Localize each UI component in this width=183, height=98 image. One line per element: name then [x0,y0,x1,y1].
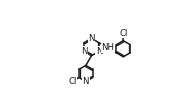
Text: N: N [83,77,89,86]
Text: N: N [81,47,87,56]
Text: N: N [96,47,102,56]
Text: Cl: Cl [68,77,77,86]
Text: Cl: Cl [119,29,128,38]
Text: N: N [88,34,95,43]
Text: NH: NH [101,43,114,52]
